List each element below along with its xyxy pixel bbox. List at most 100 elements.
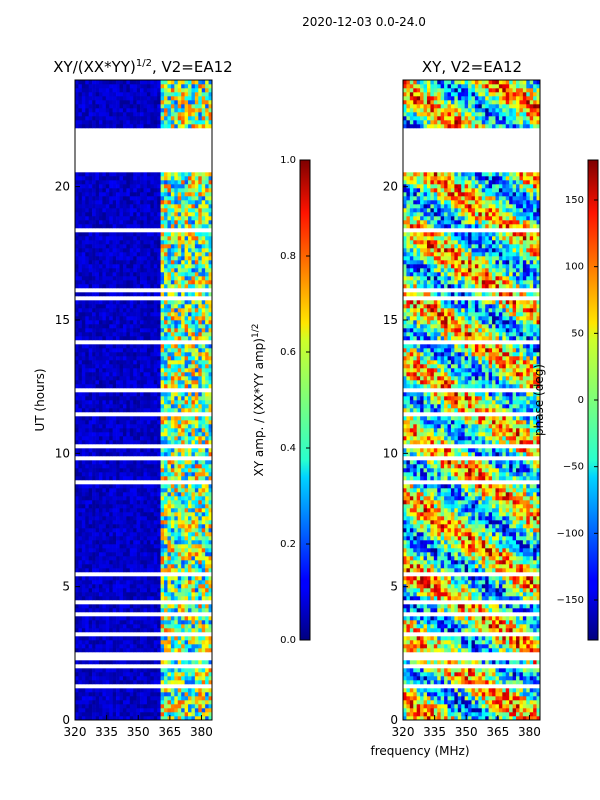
heatmap-cell <box>112 516 117 521</box>
heatmap-cell <box>143 284 148 289</box>
heatmap-cell <box>181 440 185 445</box>
heatmap-cell <box>105 548 110 553</box>
heatmap-cell <box>136 344 141 349</box>
heatmap-cell <box>119 624 124 629</box>
heatmap-cell <box>143 568 148 573</box>
heatmap-cell <box>78 304 83 309</box>
heatmap-cell <box>109 532 113 537</box>
heatmap-cell <box>157 192 161 197</box>
heatmap-cell <box>164 268 168 273</box>
heatmap-cell <box>126 576 131 581</box>
heatmap-cell <box>112 616 117 621</box>
heatmap-cell <box>95 392 100 397</box>
heatmap-cell <box>153 460 158 465</box>
heatmap-cell <box>109 384 113 389</box>
heatmap-cell <box>170 528 175 533</box>
heatmap-cell <box>119 360 124 365</box>
heatmap-cell <box>129 692 134 697</box>
heatmap-cell <box>208 236 213 241</box>
heatmap-cell <box>181 236 185 241</box>
heatmap-cell <box>150 712 155 717</box>
heatmap-cell <box>150 396 155 401</box>
heatmap-cell <box>105 332 110 337</box>
heatmap-cell <box>133 460 137 465</box>
heatmap-cell <box>160 692 165 697</box>
heatmap-cell <box>133 292 137 297</box>
heatmap-cell <box>174 188 179 193</box>
heatmap-cell <box>188 584 192 589</box>
heatmap-cell <box>181 404 185 409</box>
heatmap-cell <box>116 592 120 597</box>
heatmap-cell <box>129 200 134 205</box>
heatmap-cell <box>109 196 113 201</box>
heatmap-cell <box>109 676 113 681</box>
heatmap-cell <box>170 624 175 629</box>
heatmap-cell <box>188 196 192 201</box>
heatmap-cell <box>126 700 131 705</box>
heatmap-cell <box>167 188 172 193</box>
heatmap-cell <box>150 272 155 277</box>
heatmap-cell <box>112 212 117 217</box>
heatmap-cell <box>194 624 199 629</box>
heatmap-cell <box>174 700 179 705</box>
heatmap-cell <box>150 220 155 225</box>
heatmap-cell <box>88 260 93 265</box>
heatmap-cell <box>75 176 79 181</box>
heatmap-cell <box>194 516 199 521</box>
heatmap-cell <box>126 676 131 681</box>
heatmap-cell <box>177 348 182 353</box>
heatmap-cell <box>177 536 182 541</box>
heatmap-cell <box>116 248 120 253</box>
heatmap-cell <box>167 592 172 597</box>
heatmap-cell <box>170 248 175 253</box>
heatmap-cell <box>188 204 192 209</box>
heatmap-cell <box>129 416 134 421</box>
heatmap-cell <box>112 484 117 489</box>
heatmap-cell <box>181 564 185 569</box>
heatmap-cell <box>78 576 83 581</box>
heatmap-cell <box>109 516 113 521</box>
heatmap-cell <box>160 604 165 609</box>
heatmap-cell <box>181 332 185 337</box>
gap-row <box>75 652 212 657</box>
heatmap-cell <box>112 248 117 253</box>
heatmap-cell <box>194 208 199 213</box>
heatmap-cell <box>181 396 185 401</box>
heatmap-cell <box>188 576 192 581</box>
heatmap-cell <box>112 644 117 649</box>
heatmap-cell <box>164 592 168 597</box>
heatmap-cell <box>136 172 141 177</box>
heatmap-cell <box>95 356 100 361</box>
heatmap-cell <box>170 416 175 421</box>
heatmap-cell <box>191 376 196 381</box>
heatmap-cell <box>78 384 83 389</box>
heatmap-cell <box>85 636 89 641</box>
heatmap-cell <box>188 668 192 673</box>
heatmap-cell <box>75 648 79 653</box>
heatmap-cell <box>136 124 141 129</box>
heatmap-cell <box>133 204 137 209</box>
heatmap-cell <box>194 644 199 649</box>
heatmap-cell <box>88 688 93 693</box>
heatmap-cell <box>143 240 148 245</box>
heatmap-cell <box>88 648 93 653</box>
heatmap-cell <box>129 292 134 297</box>
heatmap-cell <box>174 196 179 201</box>
heatmap-cell <box>116 176 120 181</box>
heatmap-cell <box>116 336 120 341</box>
heatmap-cell <box>122 716 127 721</box>
heatmap-cell <box>198 660 203 665</box>
heatmap-cell <box>170 224 175 229</box>
heatmap-cell <box>75 328 79 333</box>
heatmap-cell <box>188 540 192 545</box>
heatmap-cell <box>105 520 110 525</box>
heatmap-cell <box>150 208 155 213</box>
heatmap-cell <box>205 472 209 477</box>
heatmap-cell <box>78 284 83 289</box>
heatmap-cell <box>191 396 196 401</box>
heatmap-cell <box>78 596 83 601</box>
heatmap-cell <box>177 640 182 645</box>
heatmap-cell <box>116 484 120 489</box>
heatmap-cell <box>126 636 131 641</box>
heatmap-cell <box>116 640 120 645</box>
